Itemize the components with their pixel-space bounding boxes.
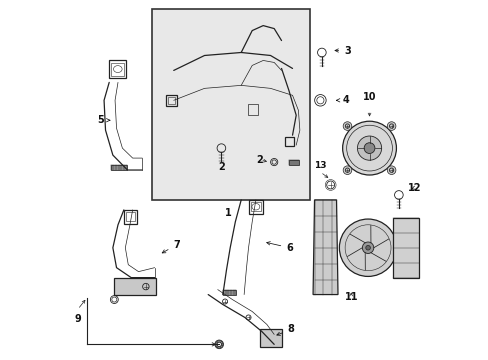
- Circle shape: [386, 166, 395, 175]
- Bar: [123, 210, 137, 224]
- Text: 10: 10: [362, 92, 376, 102]
- Text: 11: 11: [344, 292, 357, 302]
- Bar: [285, 136, 294, 145]
- Text: 2: 2: [218, 162, 224, 172]
- Bar: [167, 97, 175, 104]
- Text: 12: 12: [407, 183, 420, 193]
- Text: 3: 3: [334, 45, 350, 55]
- Circle shape: [357, 136, 381, 160]
- Circle shape: [386, 122, 395, 130]
- Bar: [248, 200, 263, 213]
- Text: 8: 8: [276, 324, 294, 336]
- Circle shape: [343, 122, 351, 130]
- Bar: [111, 63, 124, 76]
- Text: 4: 4: [336, 95, 349, 105]
- Circle shape: [365, 246, 369, 250]
- Circle shape: [364, 143, 374, 153]
- Bar: [152, 9, 309, 200]
- Circle shape: [343, 166, 351, 175]
- Bar: [247, 104, 258, 115]
- Text: 5: 5: [97, 115, 110, 125]
- Text: 13: 13: [313, 161, 326, 170]
- Bar: [250, 202, 261, 211]
- Bar: [259, 329, 281, 347]
- Text: 7: 7: [162, 240, 180, 253]
- Bar: [113, 278, 156, 294]
- Bar: [110, 165, 126, 170]
- Bar: [223, 289, 236, 294]
- Bar: [288, 160, 298, 165]
- Bar: [126, 212, 135, 221]
- Bar: [109, 60, 126, 78]
- Text: 6: 6: [266, 242, 292, 253]
- Circle shape: [339, 219, 396, 276]
- Text: 9: 9: [74, 314, 81, 324]
- Bar: [392, 218, 419, 278]
- Bar: [166, 95, 177, 106]
- Text: 2: 2: [256, 155, 263, 165]
- Circle shape: [362, 242, 373, 253]
- Text: 1: 1: [224, 208, 231, 218]
- Circle shape: [342, 121, 396, 175]
- Polygon shape: [312, 200, 337, 294]
